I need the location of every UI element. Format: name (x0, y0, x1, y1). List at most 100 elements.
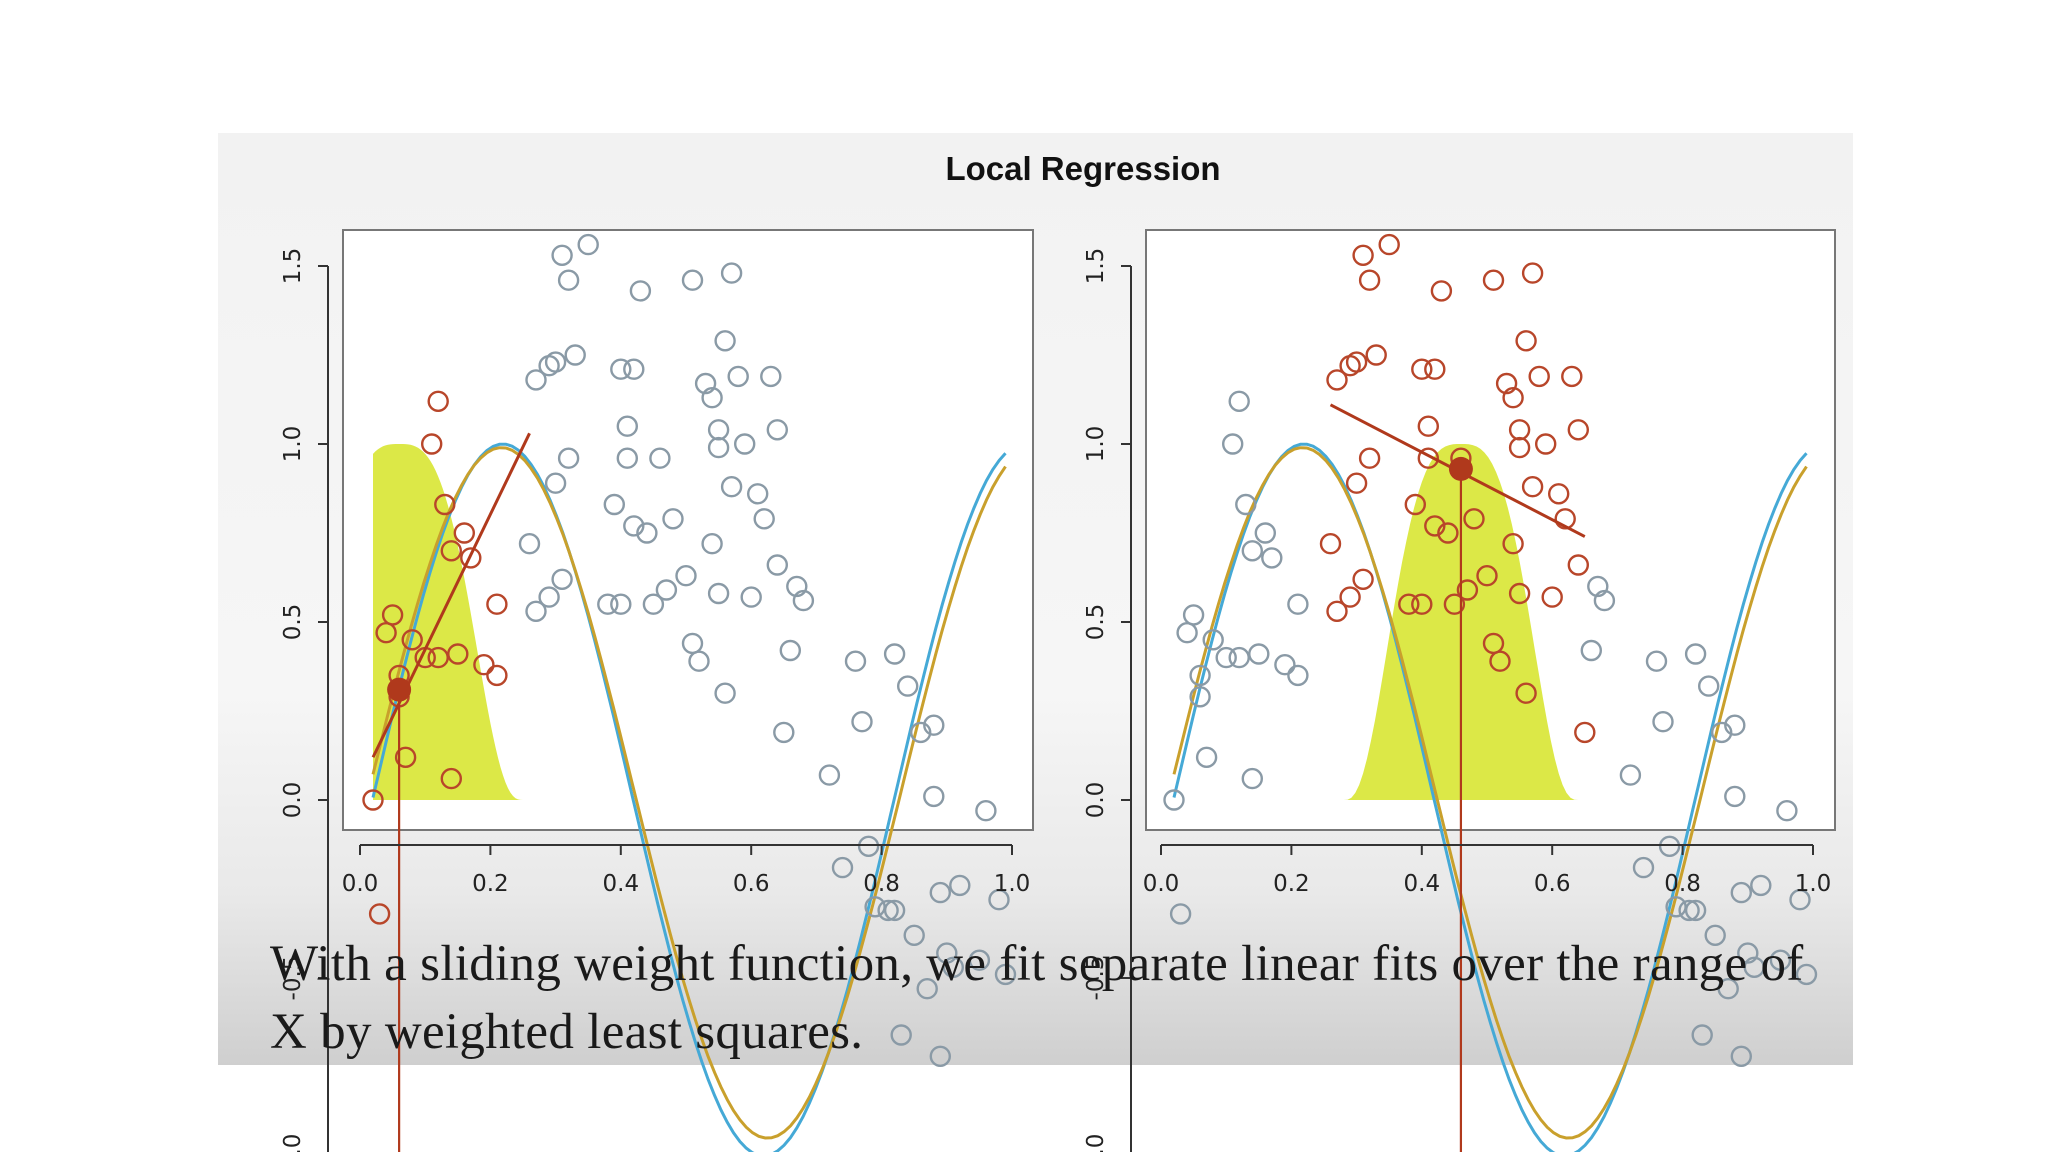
data-point (1724, 785, 1746, 808)
data-point (1221, 433, 1244, 455)
data-point (1195, 746, 1218, 768)
weighted-data-point (447, 643, 469, 665)
data-point (544, 351, 567, 373)
data-point (1743, 956, 1766, 978)
data-point (557, 269, 580, 291)
weighted-data-point (362, 789, 384, 811)
data-point (897, 675, 919, 697)
weighted-data-point (1508, 419, 1531, 441)
weighted-data-point (473, 654, 495, 676)
data-point (786, 575, 808, 598)
data-point (883, 643, 906, 665)
weighted-data-point (1417, 447, 1440, 469)
data-point (1691, 1024, 1713, 1046)
weighted-data-point (1417, 415, 1440, 437)
x-tick-label: 0.0 (342, 871, 379, 897)
data-point (851, 711, 873, 733)
y-tick-label: 0.5 (280, 604, 306, 641)
data-point (655, 579, 678, 601)
weighted-data-point (1534, 433, 1557, 455)
data-point (636, 522, 658, 544)
y-tick-label: 1.0 (1083, 426, 1109, 463)
weighted-data-point (1437, 522, 1459, 544)
weighted-data-point (1567, 419, 1590, 441)
data-point (1776, 800, 1798, 822)
data-point (936, 942, 958, 964)
weighted-data-point (1326, 600, 1348, 622)
data-point (616, 447, 638, 469)
x-tick-label: 0.2 (472, 871, 509, 897)
data-point (1235, 493, 1257, 516)
data-point (1202, 629, 1224, 651)
y-tick-label: -1.0 (280, 1134, 306, 1152)
data-point (1228, 390, 1250, 412)
weighted-data-point (421, 433, 443, 455)
data-point (551, 568, 573, 590)
data-point (623, 358, 645, 380)
weighted-data-point (1489, 650, 1511, 672)
data-point (701, 387, 723, 409)
data-point (577, 233, 599, 256)
weighted-data-point (394, 746, 417, 768)
data-point (916, 978, 938, 1000)
data-point (1678, 899, 1700, 922)
data-point (1737, 942, 1759, 964)
data-point (1684, 899, 1707, 922)
weighted-data-point (1482, 269, 1505, 291)
data-point (1717, 978, 1739, 1000)
data-point (1228, 646, 1250, 669)
data-point (701, 533, 723, 555)
y-tick-label: -0.5 (280, 956, 306, 1001)
data-point (1750, 874, 1772, 897)
data-point (929, 1045, 951, 1068)
data-point (1169, 903, 1192, 925)
data-point (988, 889, 1010, 911)
x-tick-label: 0.4 (1404, 871, 1441, 897)
y-tick-label: 1.0 (280, 426, 306, 463)
data-point (714, 682, 736, 704)
data-point (910, 721, 932, 744)
data-point (544, 472, 567, 494)
weighted-data-point (1378, 233, 1400, 256)
weighted-data-point (1561, 365, 1583, 388)
data-point (675, 565, 697, 587)
weighted-data-point (1547, 483, 1570, 505)
data-point (1632, 856, 1655, 879)
data-point (1189, 664, 1211, 687)
data-point (649, 447, 671, 469)
data-point (1730, 881, 1753, 904)
data-point (597, 593, 619, 615)
weighted-data-point (486, 593, 508, 615)
data-point (1769, 949, 1792, 971)
data-point (773, 721, 795, 744)
data-point (1724, 714, 1746, 736)
data-point (903, 924, 925, 946)
data-point (1795, 963, 1818, 986)
data-point (538, 586, 560, 608)
data-point (564, 344, 586, 366)
weighted-data-point (1443, 593, 1466, 615)
data-point (1163, 789, 1185, 811)
data-point (779, 639, 801, 662)
weighted-data-point (1554, 508, 1576, 530)
data-point (1261, 547, 1283, 569)
weighted-data-point (1424, 358, 1446, 380)
weighted-data-point (1365, 344, 1387, 366)
weighted-data-point (440, 540, 462, 562)
data-point (975, 800, 997, 822)
weighted-data-point (1521, 476, 1544, 498)
weighted-data-point (1345, 472, 1368, 494)
weighted-data-point (1574, 721, 1596, 744)
weighted-data-point (1541, 586, 1563, 608)
weighted-data-point (440, 767, 462, 790)
x-tick-label: 0.0 (1143, 871, 1180, 897)
weighted-data-point (486, 664, 508, 687)
data-point (1658, 835, 1681, 857)
data-point (720, 262, 743, 284)
data-point (747, 483, 769, 505)
weighted-data-point (1515, 330, 1537, 352)
data-point (662, 508, 684, 530)
data-point (681, 269, 704, 291)
weighted-data-point (453, 522, 475, 544)
data-point (844, 650, 867, 672)
